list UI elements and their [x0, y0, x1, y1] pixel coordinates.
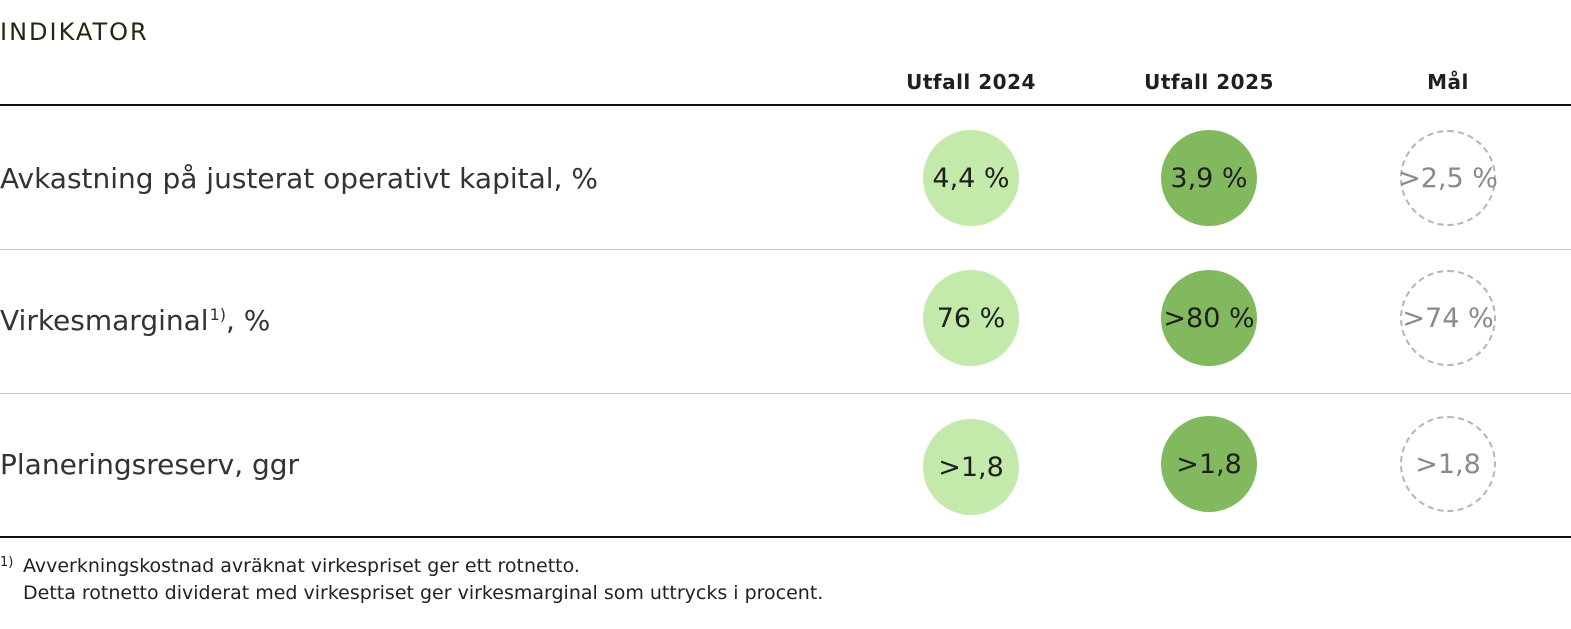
header-divider: [0, 104, 1571, 106]
row-label-unit: , %: [225, 304, 271, 337]
footnote-marker: 1): [0, 555, 14, 570]
outcome-2024-value: 4,4 %: [923, 130, 1019, 226]
row-label: Planeringsreserv, ggr: [0, 448, 299, 481]
row-label: Virkesmarginal1), %: [0, 304, 270, 337]
outcome-2025-value: 3,9 %: [1161, 130, 1257, 226]
outcome-2024-value: 76 %: [923, 270, 1019, 366]
footnote-line-2: Detta rotnetto dividerat med virkesprise…: [23, 582, 824, 604]
row-label-text: Avkastning på justerat operativt kapital…: [0, 162, 598, 195]
row-label: Avkastning på justerat operativt kapital…: [0, 162, 598, 195]
column-header-goal: Mål: [1427, 70, 1469, 94]
footnote-line-1: Avverkningskostnad avräknat virkespriset…: [23, 555, 580, 577]
outcome-2024-value: >1,8: [923, 419, 1019, 515]
row-label-text: Virkesmarginal: [0, 304, 209, 337]
footnote: 1) Avverkningskostnad avräknat virkespri…: [0, 553, 823, 607]
table-bottom-rule: [0, 536, 1571, 538]
table-row: Planeringsreserv, ggr >1,8 >1,8 >1,8: [0, 394, 1571, 536]
outcome-2025-value: >1,8: [1161, 416, 1257, 512]
column-header-2024: Utfall 2024: [906, 70, 1036, 94]
row-divider: [0, 393, 1571, 394]
row-label-text: Planeringsreserv, ggr: [0, 448, 300, 481]
column-header-2025: Utfall 2025: [1144, 70, 1274, 94]
goal-value: >74 %: [1400, 270, 1496, 366]
outcome-2025-value: >80 %: [1161, 270, 1257, 366]
goal-value: >2,5 %: [1398, 130, 1498, 226]
row-divider: [0, 249, 1571, 250]
table-heading: INDIKATOR: [0, 18, 149, 46]
footnote-reference: 1): [209, 305, 226, 324]
goal-value: >1,8: [1400, 416, 1496, 512]
table-row: Virkesmarginal1), % 76 % >80 % >74 %: [0, 250, 1571, 393]
table-row: Avkastning på justerat operativt kapital…: [0, 106, 1571, 249]
